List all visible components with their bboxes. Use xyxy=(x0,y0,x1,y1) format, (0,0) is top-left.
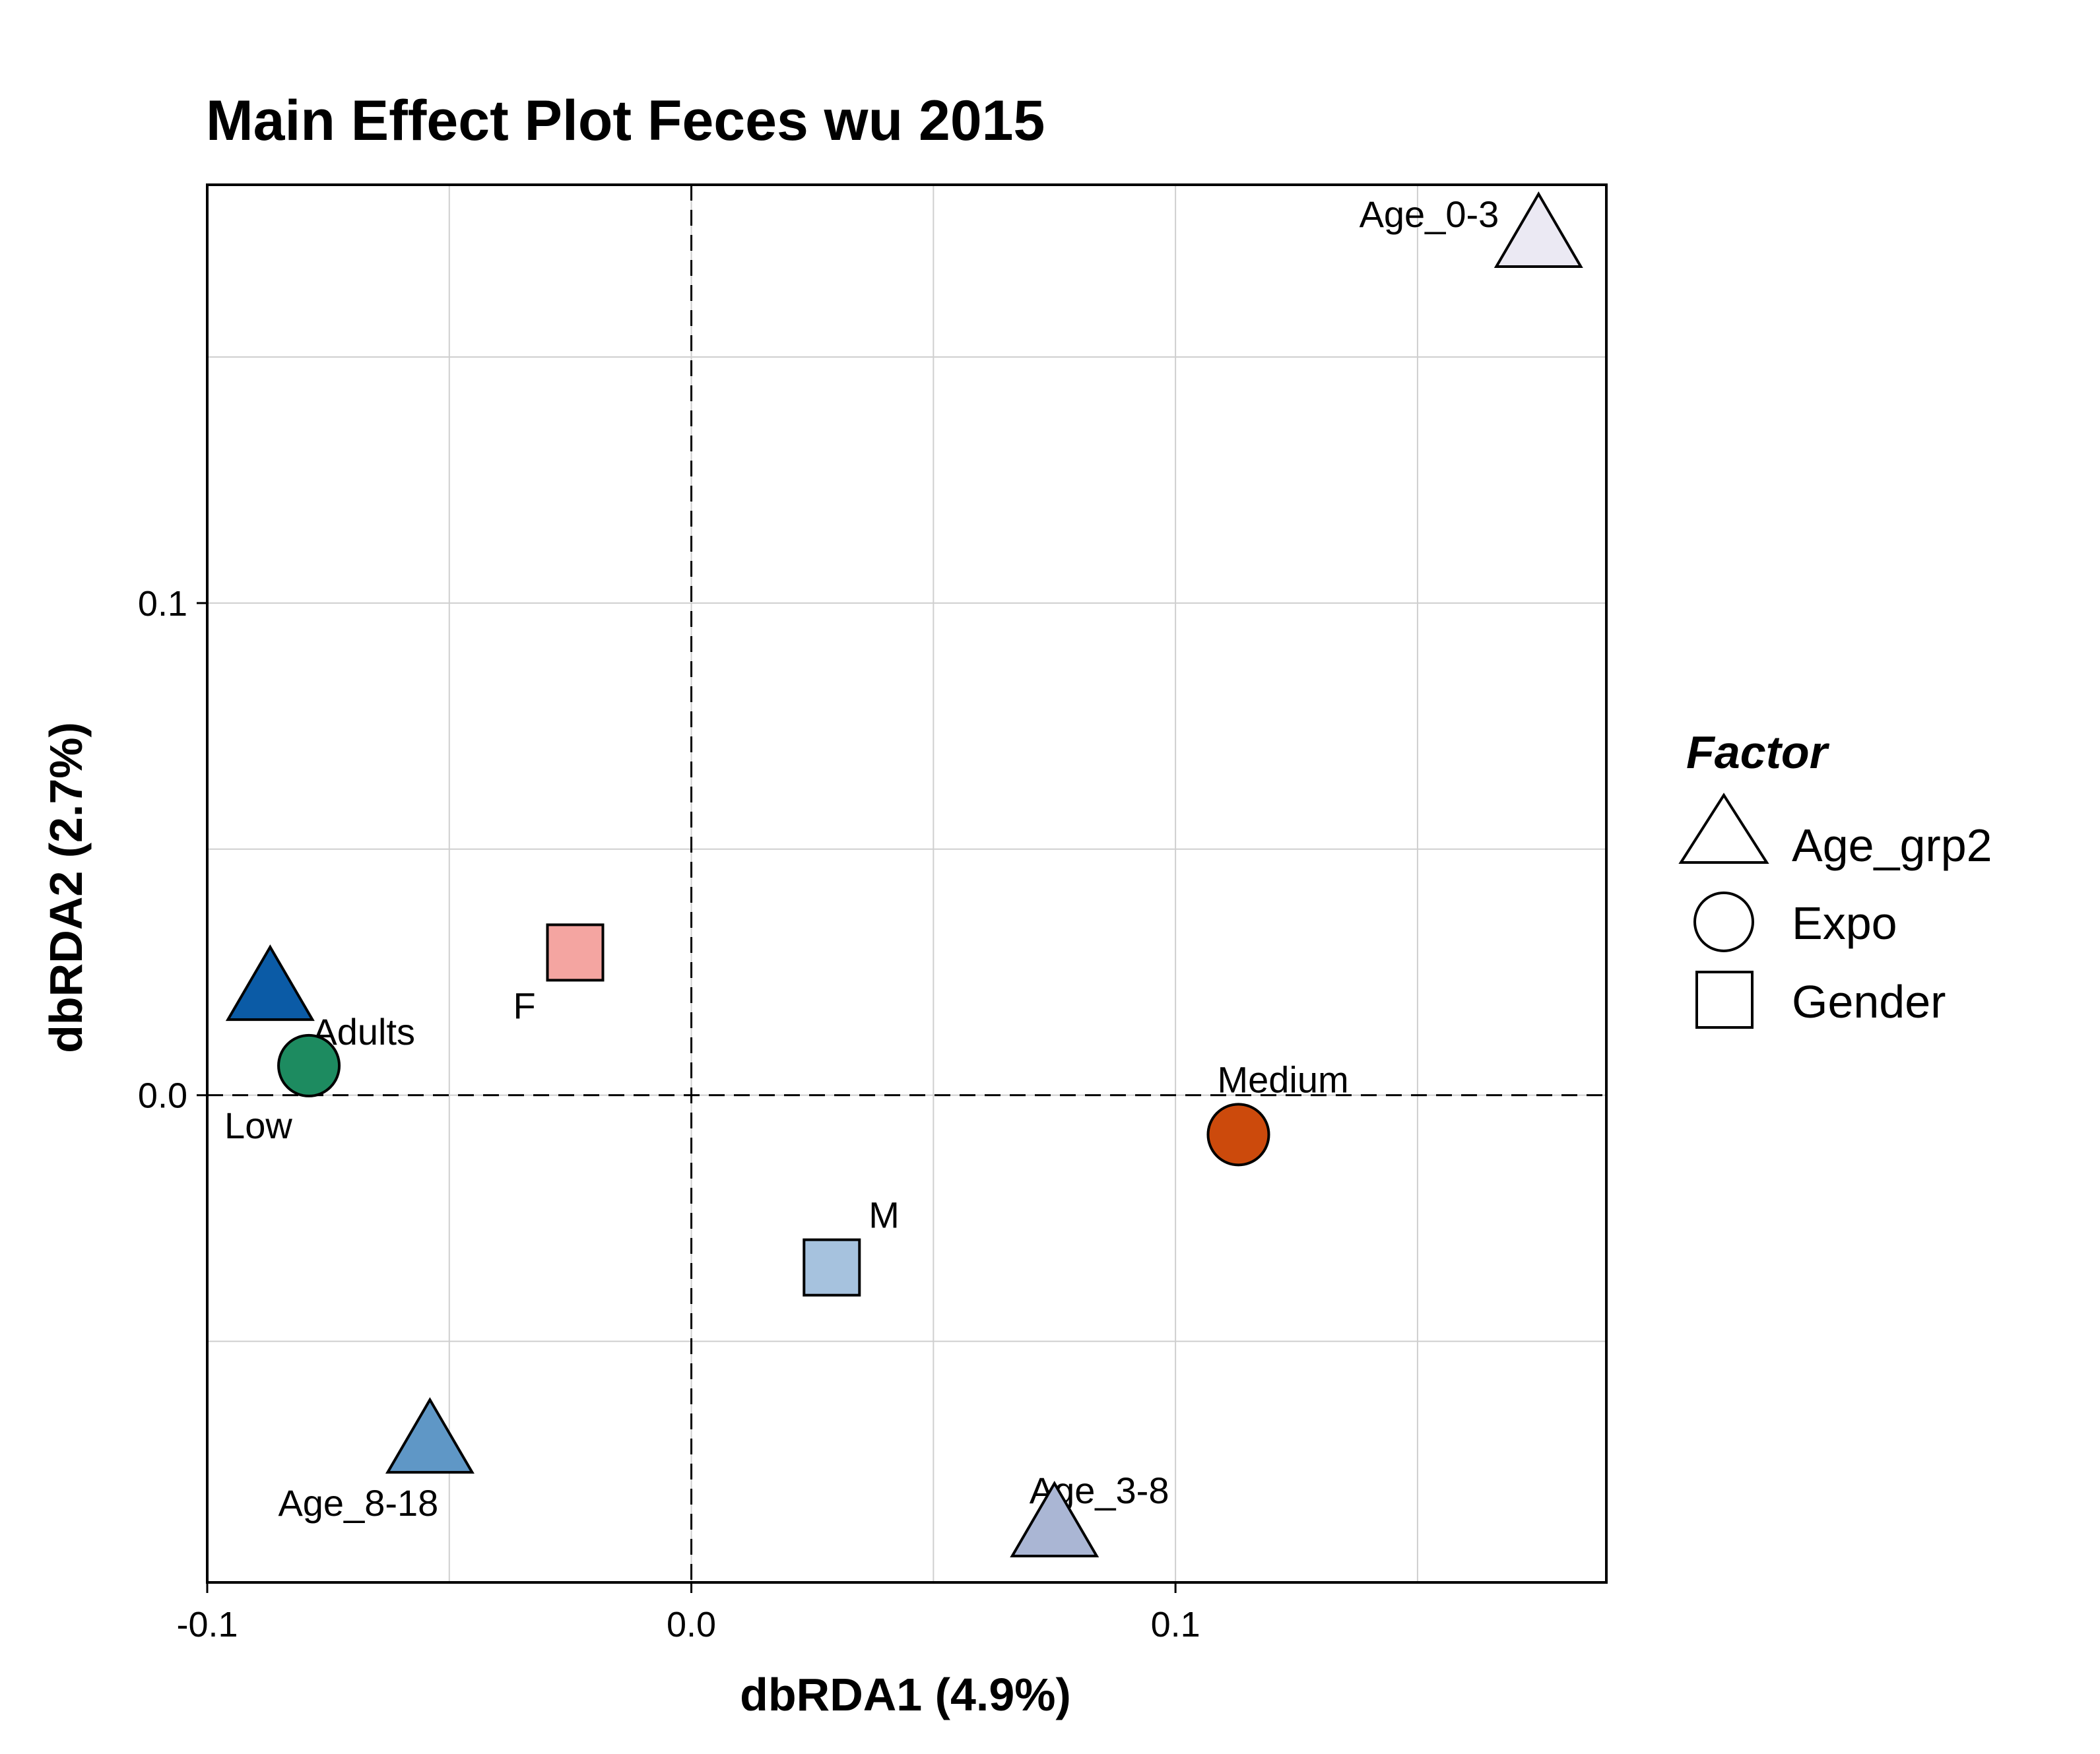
point-f xyxy=(546,923,605,982)
legend-label-gender: Gender xyxy=(1792,976,1946,1027)
point-label-m: M xyxy=(869,1194,900,1236)
plot-frame xyxy=(206,183,1608,1584)
point-label-low: Low xyxy=(224,1105,292,1146)
point-label-f: F xyxy=(513,985,536,1026)
legend-label-age-grp2: Age_grp2 xyxy=(1792,820,1992,871)
point-low xyxy=(277,1033,341,1097)
legend-triangle-icon xyxy=(1678,793,1769,864)
legend-circle-icon xyxy=(1693,892,1754,952)
data-points xyxy=(225,191,1583,1557)
grid-lines xyxy=(207,185,1606,1582)
point-label-age-8-18: Age_8-18 xyxy=(278,1482,438,1524)
zero-reference-lines xyxy=(207,185,1606,1582)
y-axis-title: dbRDA2 (2.7%) xyxy=(40,722,92,1053)
legend-label-expo: Expo xyxy=(1792,897,1897,949)
point-label-medium: Medium xyxy=(1217,1058,1348,1100)
point-adults xyxy=(225,944,315,1022)
point-label-age-0-3: Age_0-3 xyxy=(1360,193,1499,235)
y-tick-label: 0.1 xyxy=(138,584,187,624)
point-age-3-8 xyxy=(1010,1480,1099,1557)
x-tick-label: -0.1 xyxy=(176,1605,238,1644)
x-axis-title: dbRDA1 (4.9%) xyxy=(740,1669,1071,1720)
chart-title: Main Effect Plot Feces wu 2015 xyxy=(206,89,1045,152)
legend-square-icon xyxy=(1695,971,1754,1029)
legend: Factor Age_grp2 Expo Gender xyxy=(1678,727,1992,1029)
point-age-8-18 xyxy=(385,1397,475,1474)
point-age-0-3 xyxy=(1493,191,1583,269)
legend-title: Factor xyxy=(1686,727,1830,778)
axis-ticks: -0.1 0.0 0.1 0.0 0.1 xyxy=(138,584,1200,1644)
point-medium xyxy=(1206,1103,1270,1167)
y-tick-label: 0.0 xyxy=(138,1076,187,1116)
point-m xyxy=(803,1238,861,1297)
x-tick-label: 0.0 xyxy=(667,1605,716,1644)
x-tick-label: 0.1 xyxy=(1151,1605,1200,1644)
